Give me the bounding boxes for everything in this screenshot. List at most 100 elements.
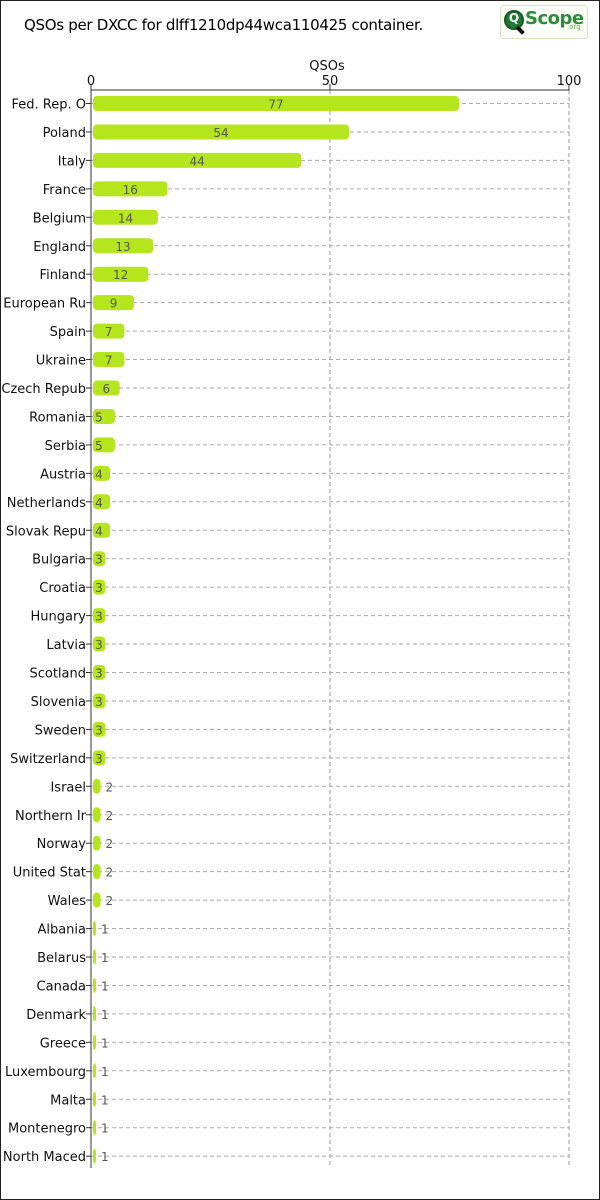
bar[interactable]: [93, 209, 158, 225]
category-label: Poland: [43, 126, 86, 141]
bar[interactable]: [93, 693, 106, 709]
bar[interactable]: [93, 864, 101, 880]
category-label: Canada: [37, 979, 86, 994]
bar[interactable]: [93, 1063, 96, 1079]
category-label: Slovak Repu: [6, 524, 86, 539]
bar[interactable]: [93, 494, 111, 510]
bar[interactable]: [93, 323, 125, 339]
category-label: United Stat: [13, 866, 86, 881]
chart-title: QSOs per DXCC for dlff1210dp44wca110425 …: [24, 16, 424, 34]
category-label: Spain: [50, 325, 86, 340]
category-label: Scotland: [29, 667, 86, 682]
bar[interactable]: [93, 408, 115, 424]
value-label: 1: [101, 1065, 109, 1079]
value-label: 3: [95, 752, 103, 766]
value-label: 2: [106, 837, 114, 851]
bar[interactable]: [93, 551, 106, 567]
x-axis-title: QSOs: [309, 59, 345, 74]
value-label: 2: [106, 894, 114, 908]
logo-badge: Q: [508, 11, 520, 25]
category-label: Israel: [50, 780, 86, 795]
value-label: 44: [190, 154, 205, 168]
magnifier-icon: [504, 10, 524, 30]
bar[interactable]: [93, 807, 101, 823]
bar[interactable]: [93, 181, 168, 197]
bar[interactable]: [93, 665, 106, 680]
category-label: Romania: [29, 410, 86, 425]
category-label: England: [33, 240, 86, 255]
bar[interactable]: [93, 579, 106, 595]
bar[interactable]: [93, 380, 120, 396]
bar[interactable]: [93, 1006, 96, 1022]
bar[interactable]: [93, 1091, 96, 1107]
value-label: 13: [115, 240, 130, 254]
category-label: Finland: [40, 268, 86, 283]
value-label: 3: [95, 723, 103, 737]
value-label: 2: [106, 780, 114, 794]
value-label: 1: [101, 951, 109, 965]
value-label: 54: [213, 126, 228, 140]
bar[interactable]: [93, 352, 125, 368]
value-label: 3: [95, 695, 103, 709]
category-label: Hungary: [30, 610, 86, 625]
category-label: Netherlands: [7, 496, 86, 511]
category-label: Croatia: [39, 581, 86, 596]
bar[interactable]: [93, 96, 460, 111]
category-label: Wales: [48, 894, 87, 909]
value-label: 3: [95, 581, 103, 595]
category-label: Luxembourg: [5, 1065, 86, 1080]
value-label: 6: [103, 382, 111, 396]
bar[interactable]: [93, 949, 96, 965]
bar[interactable]: [93, 778, 101, 794]
bar[interactable]: [93, 266, 149, 282]
bar[interactable]: [93, 465, 111, 481]
bar[interactable]: [93, 721, 106, 737]
bar[interactable]: [93, 124, 350, 140]
value-label: 1: [101, 923, 109, 937]
bar[interactable]: [93, 1034, 96, 1050]
value-label: 1: [101, 1093, 109, 1107]
bar[interactable]: [93, 1148, 96, 1164]
value-label: 5: [95, 439, 103, 453]
bar[interactable]: [93, 892, 101, 908]
bar[interactable]: [93, 522, 111, 538]
value-label: 1: [101, 1008, 109, 1022]
logo-suffix: .org: [567, 23, 581, 31]
category-label: Sweden: [35, 723, 86, 738]
logo-wordmark: Scope: [525, 8, 584, 29]
value-label: 4: [95, 496, 103, 510]
bar[interactable]: [93, 437, 115, 453]
category-label: Latvia: [46, 638, 86, 653]
category-label: Fed. Rep. O: [12, 98, 86, 113]
bar[interactable]: [93, 750, 106, 766]
category-label: Ukraine: [36, 354, 86, 369]
value-label: 1: [101, 1036, 109, 1050]
value-label: 1: [101, 979, 109, 993]
x-tick-label: 50: [322, 74, 339, 89]
value-label: 7: [105, 354, 113, 368]
category-label: Northern Ir: [15, 809, 87, 824]
bar[interactable]: [93, 608, 106, 624]
category-label: France: [43, 183, 86, 198]
value-label: 16: [123, 183, 138, 197]
value-label: 1: [101, 1150, 109, 1164]
category-label: Italy: [58, 154, 87, 169]
category-label: Denmark: [26, 1008, 86, 1023]
category-label: Norway: [37, 837, 87, 852]
bar[interactable]: [93, 295, 135, 311]
bar[interactable]: [93, 152, 302, 168]
bar[interactable]: [93, 636, 106, 652]
category-label: Montenegro: [8, 1122, 86, 1137]
bar[interactable]: [93, 238, 154, 254]
bar[interactable]: [93, 977, 96, 993]
value-label: 4: [95, 524, 103, 538]
bar[interactable]: [93, 835, 101, 851]
bar[interactable]: [93, 1120, 96, 1136]
category-label: Greece: [40, 1036, 86, 1051]
value-label: 2: [106, 866, 114, 880]
category-label: Belgium: [33, 211, 86, 226]
value-label: 4: [95, 467, 103, 481]
bar[interactable]: [93, 921, 96, 937]
category-label: North Maced: [3, 1150, 86, 1165]
